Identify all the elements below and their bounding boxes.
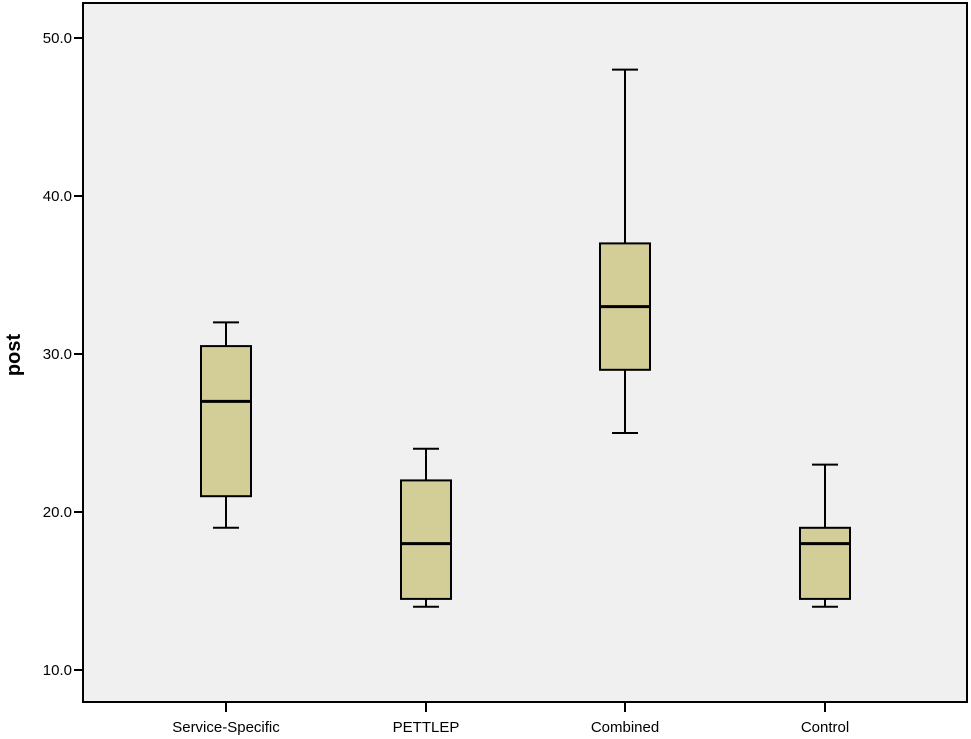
x-category-label: Combined (591, 719, 659, 736)
iqr-box (200, 345, 252, 498)
iqr-box (400, 479, 452, 600)
x-category-label: Control (801, 719, 849, 736)
x-axis: Service-Specific PETTLEP Combined Control (172, 702, 849, 736)
iqr-box (799, 526, 851, 600)
x-category-label: PETTLEP (393, 719, 460, 736)
x-category-label: Service-Specific (172, 719, 280, 736)
box-combined (599, 68, 651, 434)
y-tick-label: 50.0 (43, 30, 72, 47)
box-pettlep (400, 447, 452, 608)
box-service-specific (200, 321, 252, 529)
y-tick-label: 30.0 (43, 346, 72, 363)
y-tick-label: 10.0 (43, 662, 72, 679)
y-tick-label: 40.0 (43, 188, 72, 205)
y-tick-label: 20.0 (43, 504, 72, 521)
y-axis: 10.0 20.0 30.0 40.0 50.0 (43, 30, 83, 679)
box-series (200, 68, 851, 608)
y-axis-title: post (3, 334, 25, 377)
box-control (799, 463, 851, 608)
